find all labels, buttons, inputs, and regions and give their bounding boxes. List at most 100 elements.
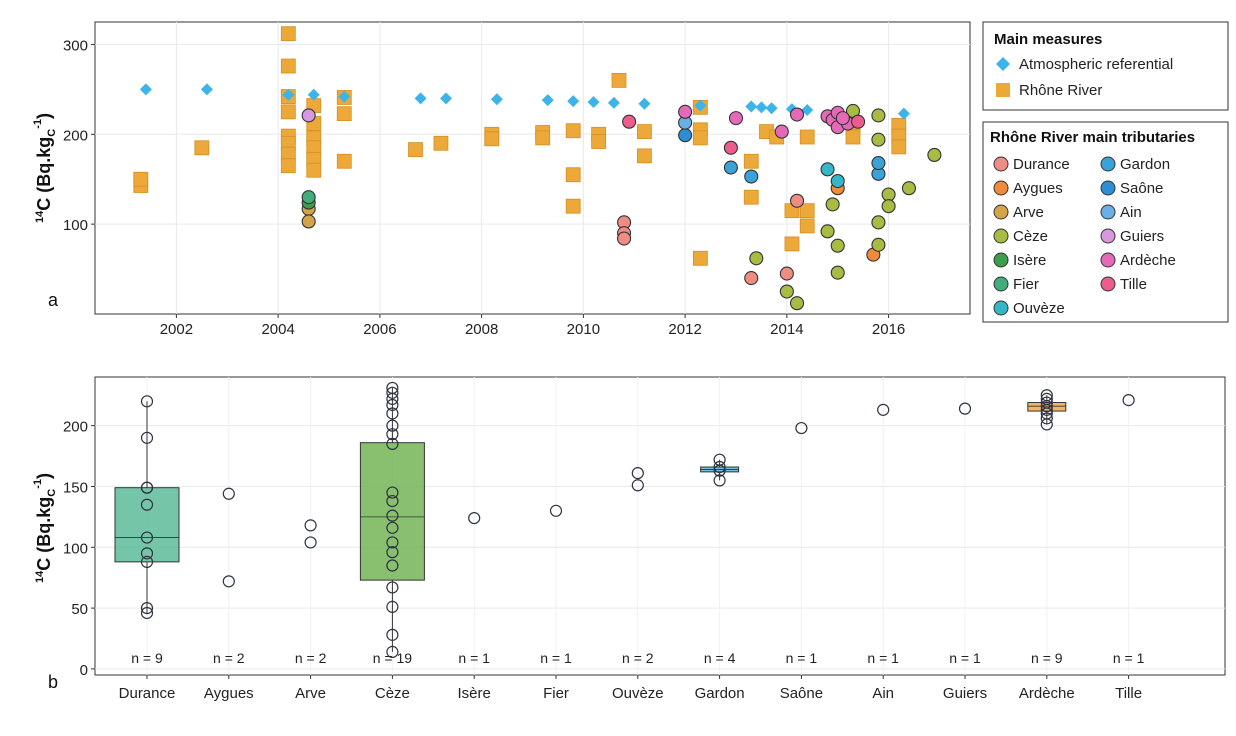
x-tick-label: 2016 [872, 321, 905, 338]
atmospheric-diamond [607, 96, 620, 109]
panel-a-y-ticks: 100 200 300 [63, 37, 95, 234]
legend-circle-icon [1100, 180, 1116, 196]
legend-tributary-label: Guiers [1120, 228, 1164, 245]
data-point [386, 509, 399, 522]
legend-tributary-label: Aygues [1013, 180, 1063, 197]
tributary-point [830, 265, 845, 280]
tributary-point [820, 162, 835, 177]
tributary-point [830, 173, 845, 189]
x-tick-label: Arve [295, 685, 326, 702]
data-point [386, 486, 399, 499]
rhone-river-square [637, 124, 652, 140]
legend-circle-icon [1100, 228, 1116, 244]
legend-circle-icon [1100, 276, 1116, 292]
data-point [1040, 400, 1053, 413]
tributary-point [678, 128, 693, 143]
atmospheric-diamond [139, 83, 152, 96]
legend-tributary-label: Tille [1120, 276, 1147, 293]
tributary-point [779, 266, 794, 281]
y-label-sup: -1 [32, 479, 44, 489]
tributary-point [779, 284, 794, 299]
y-label-close: ) [34, 113, 54, 119]
legend-circle-icon [993, 252, 1009, 268]
legend-tributary-label: Arve [1013, 204, 1044, 221]
atmospheric-diamond [307, 88, 320, 101]
legend-diamond-icon [996, 57, 1010, 71]
atmospheric-diamond [587, 95, 600, 108]
data-point [386, 559, 399, 572]
data-point [140, 547, 154, 560]
y-label-main: C (Bq.kg [34, 497, 54, 571]
legend-circle-icon [993, 276, 1009, 292]
data-point [1122, 394, 1135, 407]
legend-tributary-label: Saône [1120, 180, 1163, 197]
y-tick-label: 200 [63, 127, 88, 144]
data-point [140, 395, 154, 408]
legend-main-label: Atmospheric referential [1019, 56, 1173, 73]
atmospheric-diamond [694, 99, 707, 112]
tributary-point [774, 124, 789, 139]
rhone-river-square [280, 104, 296, 120]
panel-b-grid [95, 377, 1225, 675]
svg-text:14C (Bq.kgC-1): 14C (Bq.kgC-1) [32, 113, 58, 223]
x-tick-label: Fier [543, 685, 569, 702]
tributary-point [744, 271, 759, 286]
rhone-river-square [408, 142, 423, 157]
data-point [140, 602, 154, 615]
atmospheric-diamond [745, 100, 758, 113]
rhone-river-square [565, 123, 581, 139]
tributary-point [901, 181, 917, 196]
data-point [386, 521, 399, 534]
atmospheric-diamond [765, 102, 778, 115]
data-point [222, 575, 235, 588]
tributary-point [678, 104, 693, 119]
count-label: n = 4 [704, 650, 736, 666]
data-point [386, 546, 399, 559]
y-label-prefix: 14 [34, 570, 46, 583]
atmospheric-diamond [541, 94, 554, 107]
count-label: n = 9 [1031, 650, 1063, 666]
panel-b-boxplot: 0 50 100 150 200 Durance Aygues Arve Cèze Isère F… [32, 376, 1226, 702]
data-point [140, 531, 154, 544]
data-point [713, 464, 726, 477]
y-label-sub: C [46, 489, 58, 497]
panel-a-y-axis-label: 14C (Bq.kgC-1) [32, 113, 58, 223]
data-point [713, 474, 726, 487]
count-label: n = 1 [540, 650, 572, 666]
atmospheric-diamond [440, 92, 453, 105]
rhone-river-square [799, 129, 815, 145]
tributary-point [820, 224, 835, 239]
data-point [386, 628, 399, 641]
data-point [877, 403, 890, 416]
tributary-point [789, 193, 805, 208]
data-point [549, 504, 563, 517]
data-point [386, 407, 399, 420]
rhone-river-square [484, 131, 500, 147]
data-point [713, 460, 726, 474]
x-tick-label: 2008 [465, 321, 498, 338]
data-point [1040, 412, 1053, 425]
x-tick-label: Ouvèze [612, 685, 664, 702]
legend-circle-icon [993, 300, 1009, 316]
x-tick-label: 2014 [770, 321, 803, 338]
tributary-point [723, 160, 738, 175]
count-label: n = 2 [213, 650, 245, 666]
data-point [222, 487, 235, 500]
legend-tributary-label: Gardon [1120, 156, 1170, 173]
legend-main-title: Main measures [994, 31, 1102, 48]
box-ardèche [1027, 402, 1067, 412]
x-tick-label: Ardèche [1019, 685, 1075, 702]
rhone-river-square [280, 26, 296, 42]
count-label: n = 2 [295, 650, 327, 666]
data-point [140, 431, 154, 444]
x-tick-label: Durance [119, 685, 176, 702]
atmospheric-diamond [338, 90, 351, 103]
rhone-river-square [692, 250, 708, 266]
tributary-point [830, 238, 845, 253]
tributary-point [835, 111, 850, 126]
legend-tributary-label: Fier [1013, 276, 1039, 293]
rhone-river-square [336, 106, 352, 122]
atmospheric-diamond [897, 107, 910, 120]
data-point [795, 421, 808, 435]
